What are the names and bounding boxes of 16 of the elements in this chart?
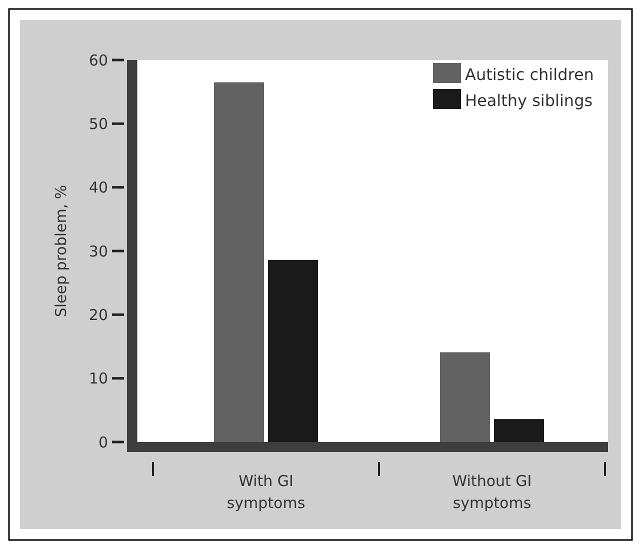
y-tick-label: 20	[88, 306, 108, 324]
x-tick-label: Without GI symptoms	[452, 472, 532, 512]
y-axis-title: Sleep problem, %	[52, 184, 70, 318]
x-tick-label: With GI symptoms	[226, 472, 306, 512]
y-tick-label: 30	[88, 242, 108, 260]
y-tick-label: 40	[88, 178, 108, 197]
bar	[440, 352, 490, 442]
legend-label: Autistic children	[465, 64, 594, 84]
bar	[268, 260, 318, 442]
y-tick-label: 0	[98, 433, 108, 452]
bar	[494, 419, 544, 442]
y-tick-label: 50	[88, 114, 108, 133]
y-tick-label: 10	[88, 370, 108, 388]
legend-label: Healthy siblings	[465, 90, 593, 110]
y-tick-label: 60	[88, 51, 108, 70]
bar	[214, 82, 264, 442]
